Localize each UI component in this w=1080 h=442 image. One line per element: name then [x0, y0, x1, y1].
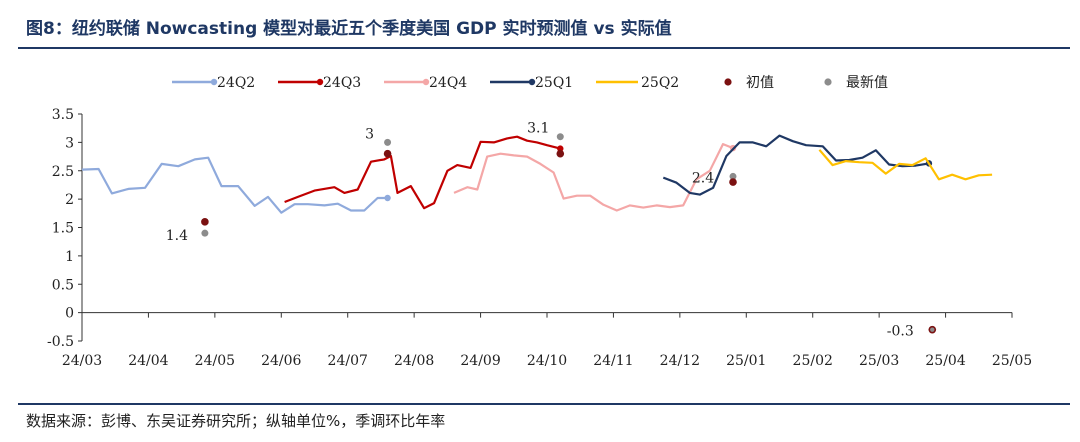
x-tick-label: 24/05 [195, 353, 235, 369]
legend-marker-dot [724, 78, 732, 86]
latest-value-dot [384, 138, 392, 146]
initial-value-dot [729, 178, 737, 186]
initial-value-dot [556, 149, 565, 158]
x-tick-label: 24/09 [460, 353, 500, 369]
legend-label: 25Q2 [641, 75, 679, 91]
series-end-dot-24q2 [384, 194, 391, 202]
gdp-nowcast-chart: 24Q2 24Q3 24Q4 25Q1 25Q2 初值 最新值 3.5 3 2.5 2 1.5 1 0.… [47, 74, 1032, 369]
legend-marker-dot [824, 78, 832, 86]
series-line-24q3 [284, 135, 561, 210]
y-tick-label: 2 [65, 192, 74, 208]
y-tick-label: 3 [65, 135, 74, 151]
y-tick-label: 3.5 [52, 107, 74, 123]
x-tick-label: 25/02 [793, 353, 833, 369]
series-line-24q2 [81, 156, 388, 214]
x-tick-label: 24/06 [261, 353, 301, 369]
legend-label: 24Q2 [217, 75, 255, 91]
y-tick-label: 2.5 [52, 164, 74, 180]
x-tick-label: 25/04 [925, 353, 965, 369]
legend-swatch-dot [528, 78, 536, 86]
x-tick-label: 25/03 [859, 353, 899, 369]
source-rule [18, 403, 1070, 405]
series-end-dot-24q3 [557, 145, 564, 152]
y-tick-label: 1 [65, 249, 74, 265]
legend-label: 25Q1 [535, 75, 573, 91]
initial-value-dot [383, 149, 392, 158]
x-tick-label: 24/10 [527, 353, 567, 369]
legend-label: 24Q4 [429, 75, 467, 91]
legend-label: 最新值 [846, 75, 888, 91]
value-annotation: 3 [365, 126, 374, 142]
legend-label: 初值 [746, 74, 774, 91]
x-tick-label: 24/07 [328, 353, 368, 369]
source-note: 数据来源：彭博、东吴证券研究所；纵轴单位%，季调环比年率 [26, 412, 446, 430]
x-tick-label: 24/11 [593, 353, 633, 369]
latest-value-dot [930, 327, 935, 332]
x-tick-label: 24/08 [394, 353, 434, 369]
legend-label: 24Q3 [323, 75, 361, 91]
x-tick-label: 24/12 [660, 353, 700, 369]
latest-value-dot [556, 133, 564, 141]
title-rule [18, 47, 1070, 49]
value-annotation: 1.4 [166, 228, 188, 244]
series-line-25q1 [662, 134, 930, 196]
value-markers [201, 133, 937, 334]
value-annotation: -0.3 [887, 324, 914, 340]
series-line-25q2 [818, 149, 993, 181]
legend-swatch-dot [422, 78, 430, 86]
x-tick-label: 24/04 [128, 353, 168, 369]
y-tick-label: 0 [65, 306, 74, 322]
chart-legend: 24Q2 24Q3 24Q4 25Q1 25Q2 初值 最新值 [172, 74, 888, 91]
legend-swatch-dot [210, 78, 218, 86]
initial-value-dot [201, 218, 209, 226]
y-tick-label: 1.5 [52, 221, 74, 237]
chart-axes: 3.5 3 2.5 2 1.5 1 0.5 0 -0.5 24/03 24/04 24/05 24/06… [47, 107, 1032, 369]
y-tick-label: -0.5 [47, 334, 74, 350]
figure-title: 图8：纽约联储 Nowcasting 模型对最近五个季度美国 GDP 实时预测值… [26, 19, 672, 39]
value-annotations: 1.4 3 3.1 2.4 -0.3 [166, 121, 914, 340]
series-line-24q4 [453, 143, 734, 212]
latest-value-dot [729, 172, 737, 180]
legend-swatch-dot [316, 78, 324, 86]
value-annotation: 2.4 [692, 170, 714, 186]
latest-value-dot [201, 229, 209, 237]
x-tick-label: 25/05 [992, 353, 1032, 369]
x-tick-label: 24/03 [62, 353, 102, 369]
value-annotation: 3.1 [527, 121, 549, 137]
series-lines [81, 134, 993, 214]
y-tick-label: 0.5 [52, 277, 74, 293]
x-tick-label: 25/01 [726, 353, 766, 369]
